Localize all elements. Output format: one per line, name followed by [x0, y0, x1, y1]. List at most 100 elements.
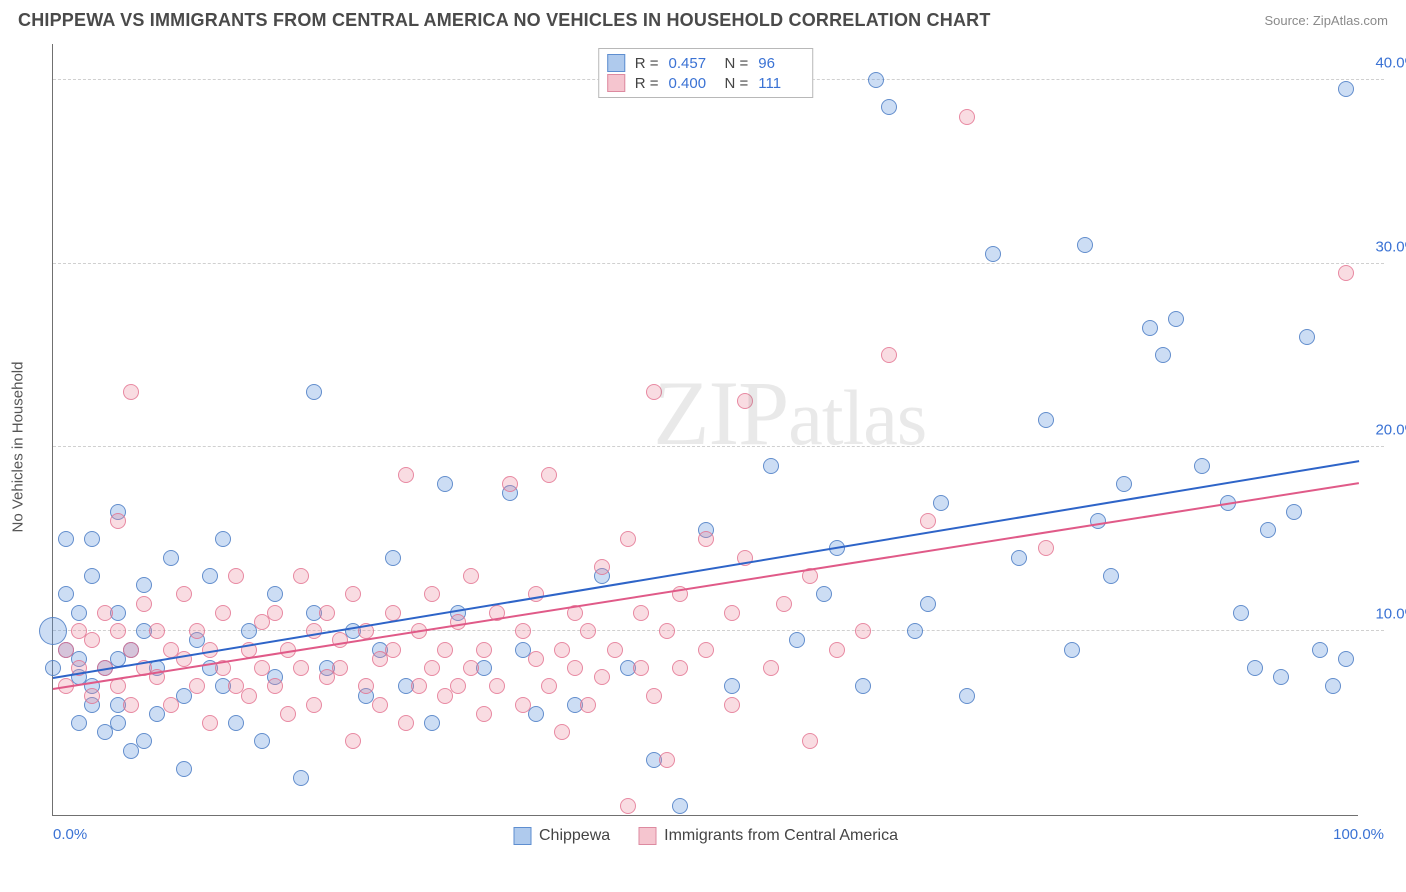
- data-point: [907, 623, 923, 639]
- data-point: [398, 715, 414, 731]
- data-point: [920, 596, 936, 612]
- data-point: [84, 632, 100, 648]
- data-point: [424, 715, 440, 731]
- y-tick-label: 30.0%: [1375, 238, 1406, 255]
- data-point: [594, 559, 610, 575]
- data-point: [241, 688, 257, 704]
- swatch-blue-icon: [513, 827, 531, 845]
- data-point: [136, 596, 152, 612]
- data-point: [1168, 311, 1184, 327]
- data-point: [1142, 320, 1158, 336]
- data-point: [763, 458, 779, 474]
- data-point: [959, 688, 975, 704]
- data-point: [1338, 651, 1354, 667]
- data-point: [58, 642, 74, 658]
- data-point: [463, 660, 479, 676]
- data-point: [1011, 550, 1027, 566]
- data-point: [672, 798, 688, 814]
- data-point: [398, 467, 414, 483]
- legend-label-blue: Chippewa: [539, 827, 610, 845]
- data-point: [1286, 504, 1302, 520]
- y-tick-label: 10.0%: [1375, 606, 1406, 623]
- data-point: [724, 678, 740, 694]
- n-label: N =: [725, 55, 749, 72]
- data-point: [476, 706, 492, 722]
- data-point: [176, 586, 192, 602]
- data-point: [881, 347, 897, 363]
- data-point: [816, 586, 832, 602]
- data-point: [1194, 458, 1210, 474]
- data-point: [1273, 669, 1289, 685]
- data-point: [515, 697, 531, 713]
- r-value-pink: 0.400: [669, 75, 715, 92]
- data-point: [437, 642, 453, 658]
- legend-label-pink: Immigrants from Central America: [664, 827, 898, 845]
- data-point: [189, 623, 205, 639]
- header: CHIPPEWA VS IMMIGRANTS FROM CENTRAL AMER…: [0, 0, 1406, 35]
- data-point: [528, 586, 544, 602]
- data-point: [450, 678, 466, 694]
- data-point: [607, 642, 623, 658]
- data-point: [881, 99, 897, 115]
- data-point: [215, 605, 231, 621]
- data-point: [502, 476, 518, 492]
- data-point: [1077, 237, 1093, 253]
- data-point: [228, 715, 244, 731]
- data-point: [84, 531, 100, 547]
- data-point: [633, 660, 649, 676]
- data-point: [1038, 540, 1054, 556]
- data-point: [515, 623, 531, 639]
- data-point: [855, 678, 871, 694]
- swatch-pink-icon: [638, 827, 656, 845]
- data-point: [620, 798, 636, 814]
- data-point: [97, 605, 113, 621]
- data-point: [58, 531, 74, 547]
- data-point: [149, 623, 165, 639]
- watermark: ZIPatlas: [653, 360, 926, 466]
- data-point: [123, 697, 139, 713]
- data-point: [1325, 678, 1341, 694]
- data-point: [254, 733, 270, 749]
- data-point: [345, 733, 361, 749]
- data-point: [123, 642, 139, 658]
- data-point: [659, 623, 675, 639]
- data-point: [385, 605, 401, 621]
- data-point: [776, 596, 792, 612]
- n-value-blue: 96: [758, 55, 804, 72]
- data-point: [985, 246, 1001, 262]
- source-link[interactable]: ZipAtlas.com: [1313, 13, 1388, 28]
- data-point: [332, 660, 348, 676]
- plot-region: ZIPatlas R = 0.457 N = 96 R = 0.400 N = …: [52, 44, 1358, 816]
- data-point: [202, 715, 218, 731]
- data-point: [71, 715, 87, 731]
- swatch-pink-icon: [607, 74, 625, 92]
- data-point: [1064, 642, 1080, 658]
- data-point: [1155, 347, 1171, 363]
- data-point: [489, 678, 505, 694]
- data-point: [554, 642, 570, 658]
- data-point: [293, 660, 309, 676]
- data-point: [1299, 329, 1315, 345]
- data-point: [620, 531, 636, 547]
- bottom-legend: Chippewa Immigrants from Central America: [513, 827, 898, 845]
- data-point: [293, 568, 309, 584]
- data-point: [868, 72, 884, 88]
- data-point: [293, 770, 309, 786]
- data-point: [215, 531, 231, 547]
- data-point: [1338, 265, 1354, 281]
- legend-item-blue: Chippewa: [513, 827, 610, 845]
- data-point: [189, 678, 205, 694]
- data-point: [136, 733, 152, 749]
- data-point: [176, 761, 192, 777]
- y-tick-label: 40.0%: [1375, 54, 1406, 71]
- data-point: [437, 476, 453, 492]
- data-point: [1116, 476, 1132, 492]
- x-tick-label: 0.0%: [53, 826, 87, 843]
- data-point: [163, 550, 179, 566]
- data-point: [319, 605, 335, 621]
- data-point: [345, 586, 361, 602]
- data-point: [176, 651, 192, 667]
- data-point: [659, 752, 675, 768]
- n-value-pink: 111: [758, 75, 804, 92]
- data-point: [332, 632, 348, 648]
